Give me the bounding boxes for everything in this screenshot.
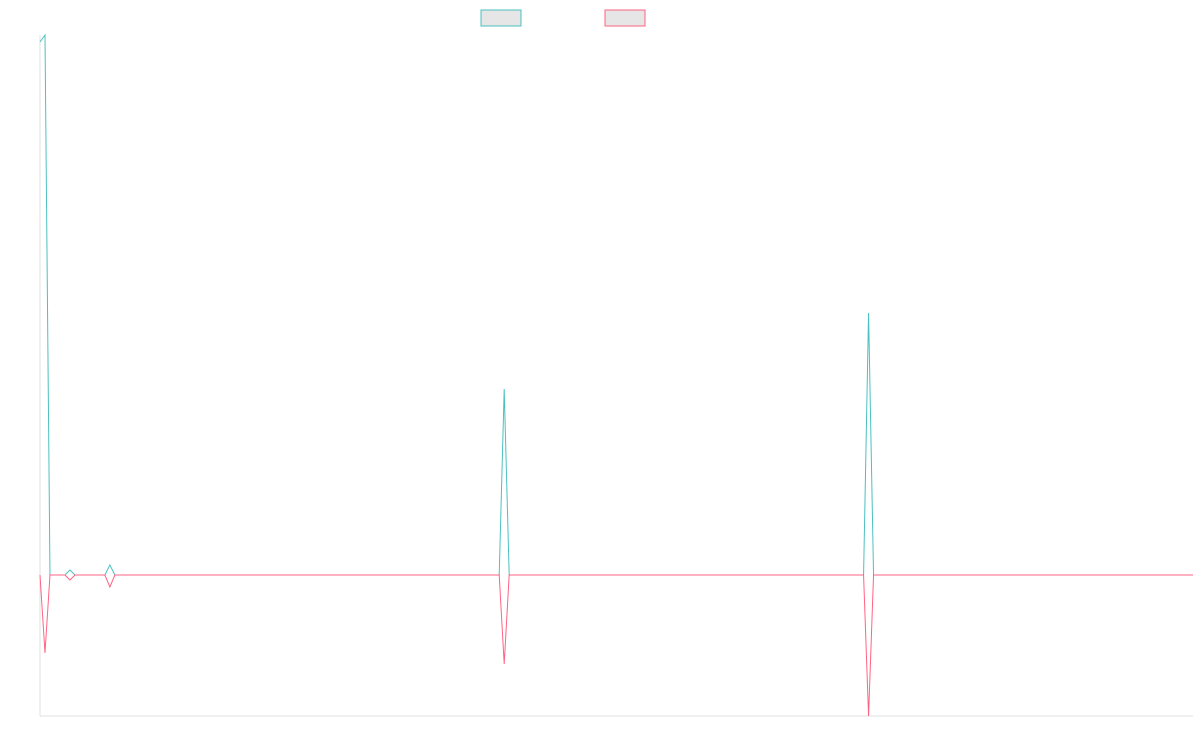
series-line: [39, 574, 1193, 717]
legend-swatch: [604, 9, 646, 27]
series-line: [39, 33, 1193, 576]
legend-swatch: [480, 9, 522, 27]
